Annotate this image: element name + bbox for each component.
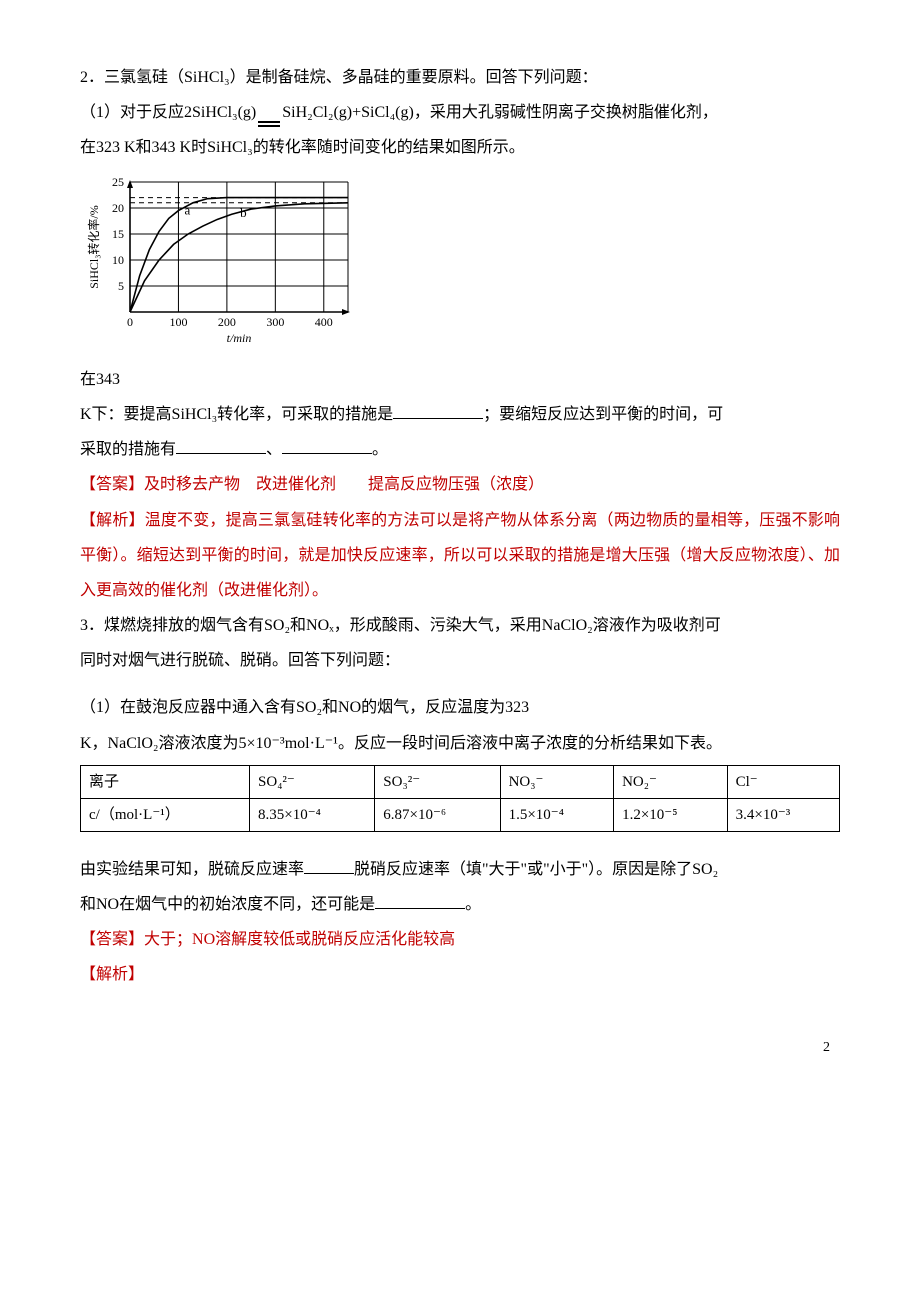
td-3: 1.2×10⁻⁵ xyxy=(614,798,728,831)
q2-prompt-c: 采取的措施有 xyxy=(80,441,176,458)
q3-answer: 【答案】大于；NO溶解度较低或脱硝反应活化能较高 xyxy=(80,922,840,957)
table-header-row: 离子 SO₄²⁻ SO₃²⁻ NO₃⁻ NO₂⁻ Cl⁻ xyxy=(81,765,840,798)
svg-text:t/min: t/min xyxy=(227,331,252,345)
q3-intro-b: 同时对烟气进行脱硫、脱硝。回答下列问题： xyxy=(80,643,840,678)
q2-part1c: 在323 K和343 K时SiHCl₃的转化率随时间变化的结果如图所示。 xyxy=(80,130,840,165)
q2-below-chart: 在343 xyxy=(80,362,840,397)
table-data-row: c/（mol·L⁻¹） 8.35×10⁻⁴ 6.87×10⁻⁶ 1.5×10⁻⁴… xyxy=(81,798,840,831)
page-number: 2 xyxy=(80,1033,840,1064)
q2-prompt-a: K下：要提高SiHCl₃转化率，可采取的措施是 xyxy=(80,406,393,423)
q3-part1-a: （1）在鼓泡反应器中通入含有SO₂和NO的烟气，反应温度为323 xyxy=(80,690,840,725)
q2-part1-a: （1）对于反应2SiHCl₃(g) xyxy=(80,104,256,121)
blank-4 xyxy=(304,857,354,874)
th-0: 离子 xyxy=(81,765,250,798)
q3-after: 由实验结果可知，脱硫反应速率 脱硝反应速率（填"大于"或"小于"）。原因是除了SO… xyxy=(80,852,840,887)
q3-number: 3． xyxy=(80,617,104,634)
svg-text:b: b xyxy=(240,205,247,220)
svg-text:15: 15 xyxy=(112,227,124,241)
td-1: 6.87×10⁻⁶ xyxy=(375,798,500,831)
q2-prompt-b: ；要缩短反应达到平衡的时间，可 xyxy=(483,406,723,423)
q2-part1-b: SiH₂Cl₂(g)+SiCl₄(g)，采用大孔弱碱性阴离子交换树脂催化剂， xyxy=(282,104,718,121)
svg-text:100: 100 xyxy=(169,315,187,329)
svg-text:25: 25 xyxy=(112,175,124,189)
td-4: 3.4×10⁻³ xyxy=(727,798,839,831)
q2-answer-text: 及时移去产物 改进催化剂 提高反应物压强（浓度） xyxy=(144,476,544,493)
q3-part1-b: K，NaClO₂溶液浓度为5×10⁻³mol·L⁻¹。反应一段时间后溶液中离子浓… xyxy=(80,726,840,761)
td-2: 1.5×10⁻⁴ xyxy=(500,798,614,831)
th-1: SO₄²⁻ xyxy=(250,765,375,798)
q3-after-line2: 和NO在烟气中的初始浓度不同，还可能是 。 xyxy=(80,887,840,922)
ion-concentration-table: 离子 SO₄²⁻ SO₃²⁻ NO₃⁻ NO₂⁻ Cl⁻ c/（mol·L⁻¹）… xyxy=(80,765,840,832)
th-3: NO₃⁻ xyxy=(500,765,614,798)
blank-5 xyxy=(375,892,465,909)
q2-prompt: K下：要提高SiHCl₃转化率，可采取的措施是 ；要缩短反应达到平衡的时间，可 xyxy=(80,397,840,432)
q3-after-b: 脱硝反应速率（填"大于"或"小于"）。原因是除了SO₂ xyxy=(354,861,718,878)
q2-answer: 【答案】及时移去产物 改进催化剂 提高反应物压强（浓度） xyxy=(80,467,840,502)
svg-text:5: 5 xyxy=(118,279,124,293)
q3-intro-a: 煤燃烧排放的烟气含有SO₂和NOₓ，形成酸雨、污染大气，采用NaClO₂溶液作为… xyxy=(104,617,721,634)
q3-after-a: 由实验结果可知，脱硫反应速率 xyxy=(80,861,304,878)
q2-intro: 2．三氯氢硅（SiHCl₃）是制备硅烷、多晶硅的重要原料。回答下列问题： xyxy=(80,60,840,95)
row-label: c/（mol·L⁻¹） xyxy=(81,798,250,831)
answer-label: 【答案】 xyxy=(80,476,144,493)
q2-part1: （1）对于反应2SiHCl₃(g) SiH₂Cl₂(g)+SiCl₄(g)，采用大… xyxy=(80,95,840,130)
th-2: SO₃²⁻ xyxy=(375,765,500,798)
svg-text:a: a xyxy=(184,202,190,217)
q3-intro: 3．煤燃烧排放的烟气含有SO₂和NOₓ，形成酸雨、污染大气，采用NaClO₂溶液… xyxy=(80,608,840,643)
th-4: NO₂⁻ xyxy=(614,765,728,798)
explain-label: 【解析】 xyxy=(80,512,145,529)
q2-sep: 、 xyxy=(266,441,282,458)
q2-number: 2． xyxy=(80,69,104,86)
explain-label-3: 【解析】 xyxy=(80,966,144,983)
td-0: 8.35×10⁻⁴ xyxy=(250,798,375,831)
q2-end: 。 xyxy=(372,441,388,458)
svg-text:400: 400 xyxy=(315,315,333,329)
q2-explain: 【解析】温度不变，提高三氯氢硅转化率的方法可以是将产物从体系分离（两边物质的量相… xyxy=(80,503,840,609)
q3-after-c: 和NO在烟气中的初始浓度不同，还可能是 xyxy=(80,896,375,913)
q3-explain: 【解析】 xyxy=(80,957,840,992)
svg-text:300: 300 xyxy=(266,315,284,329)
svg-text:SiHCl₃转化率/%: SiHCl₃转化率/% xyxy=(86,205,101,289)
th-5: Cl⁻ xyxy=(727,765,839,798)
answer-label-3: 【答案】 xyxy=(80,931,144,948)
blank-2 xyxy=(176,437,266,454)
q2-intro-text: 三氯氢硅（SiHCl₃）是制备硅烷、多晶硅的重要原料。回答下列问题： xyxy=(104,69,598,86)
svg-text:10: 10 xyxy=(112,253,124,267)
blank-3 xyxy=(282,437,372,454)
q2-prompt-line2: 采取的措施有 、 。 xyxy=(80,432,840,467)
q3-answer-text: 大于；NO溶解度较低或脱硝反应活化能较高 xyxy=(144,931,455,948)
blank-1 xyxy=(393,402,483,419)
svg-text:200: 200 xyxy=(218,315,236,329)
chart-svg: 0 100 200 300 400 5 10 15 20 25 t/min SiHCl₃转化率/% a b xyxy=(80,172,360,347)
q2-explain-text: 温度不变，提高三氯氢硅转化率的方法可以是将产物从体系分离（两边物质的量相等，压强… xyxy=(80,512,840,599)
q3-after-end: 。 xyxy=(465,896,481,913)
svg-text:20: 20 xyxy=(112,201,124,215)
svg-text:0: 0 xyxy=(127,315,133,329)
conversion-chart: 0 100 200 300 400 5 10 15 20 25 t/min SiHCl₃转化率/% a b xyxy=(80,172,840,360)
